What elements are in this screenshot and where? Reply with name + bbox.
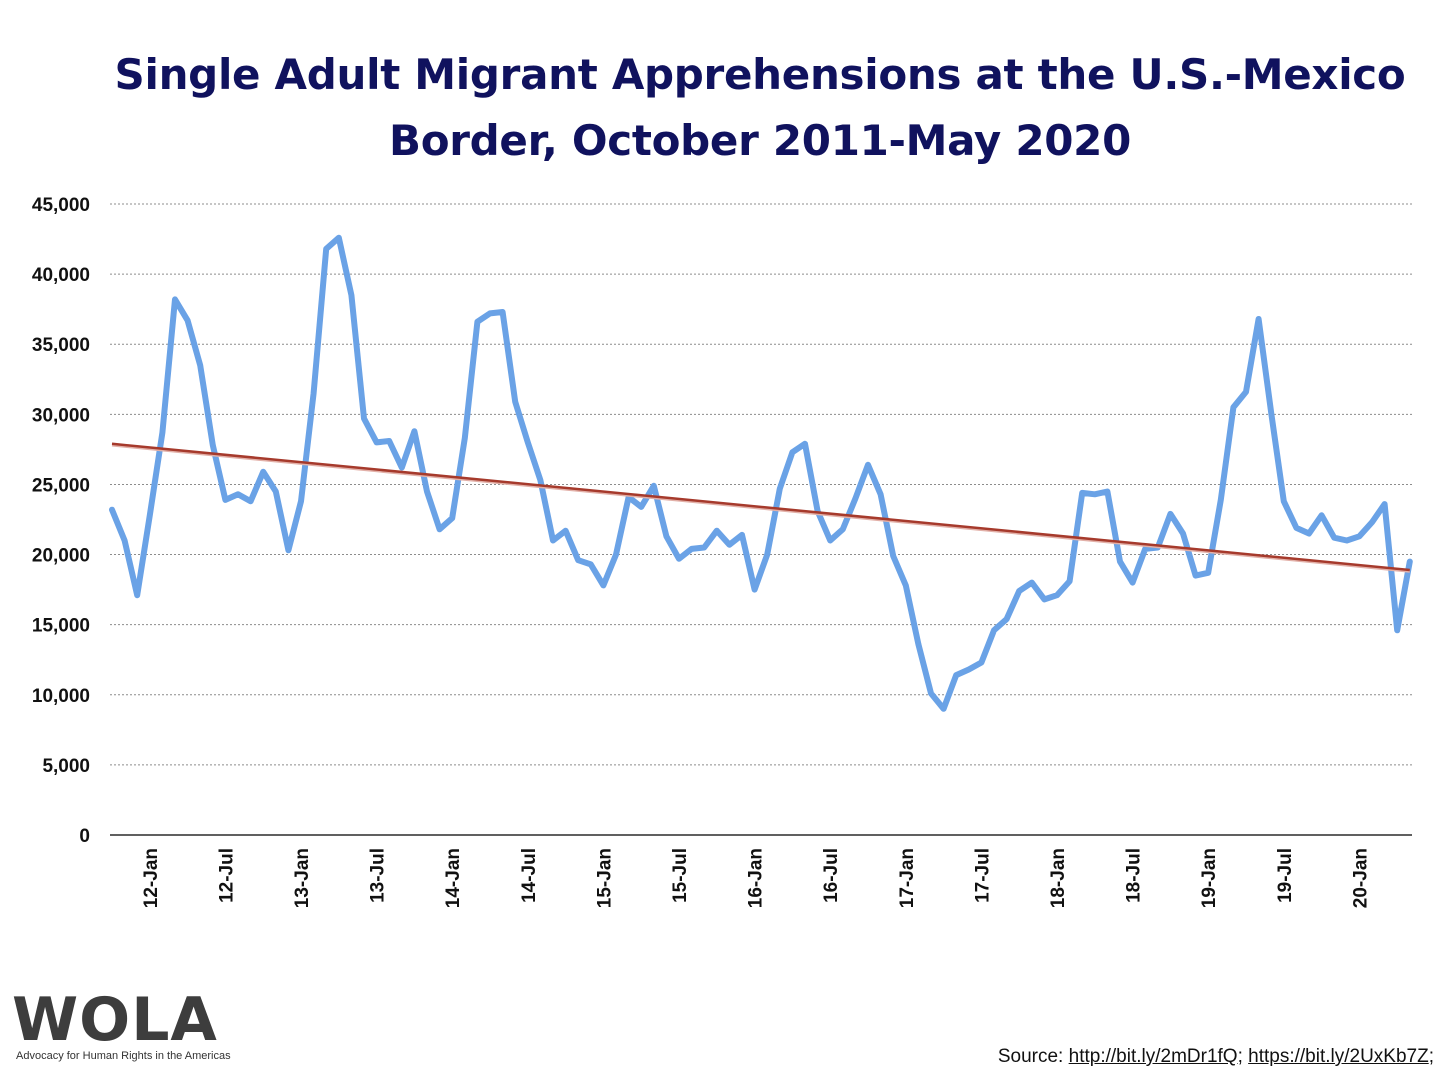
x-tick-label: 14-Jul	[519, 848, 540, 903]
x-tick-label: 16-Jul	[821, 848, 842, 903]
gridlines	[110, 203, 1412, 766]
y-tick-label: 35,000	[32, 335, 90, 356]
source-note: Source: http://bit.ly/2mDr1fQ; https://b…	[998, 1046, 1434, 1068]
logo-wordmark: WOLA	[12, 985, 218, 1055]
series-line-apprehensions	[109, 234, 1413, 712]
y-tick-label: 0	[79, 826, 90, 847]
y-tick-label: 45,000	[32, 195, 90, 216]
y-tick-label: 15,000	[32, 616, 90, 637]
x-tick-label: 13-Jul	[368, 848, 389, 903]
trendline-shadow	[111, 444, 1410, 573]
x-tick-label: 18-Jan	[1048, 848, 1069, 908]
source-suffix: ;	[1428, 1046, 1434, 1067]
x-tick-label: 13-Jan	[292, 848, 313, 908]
y-tick-label: 10,000	[32, 686, 90, 707]
source-link-1[interactable]: http://bit.ly/2mDr1fQ	[1068, 1046, 1238, 1067]
wola-logo: WOLA Advocacy for Human Rights in the Am…	[12, 990, 242, 1070]
y-tick-label: 30,000	[32, 405, 90, 426]
x-tick-label: 17-Jul	[972, 848, 993, 903]
y-tick-label: 5,000	[42, 756, 90, 777]
trendline	[111, 442, 1410, 572]
y-tick-label: 40,000	[32, 265, 90, 286]
x-tick-label: 12-Jul	[216, 848, 237, 903]
x-tick-label: 18-Jul	[1124, 848, 1145, 903]
x-tick-label: 15-Jan	[594, 848, 615, 908]
x-tick-label: 15-Jul	[670, 848, 691, 903]
x-tick-label: 14-Jan	[443, 848, 464, 908]
x-tick-label: 19-Jul	[1275, 848, 1296, 903]
source-link-2[interactable]: https://bit.ly/2UxKb7Z	[1248, 1046, 1429, 1067]
y-tick-label: 25,000	[32, 475, 90, 496]
y-tick-label: 20,000	[32, 546, 90, 567]
x-tick-label: 19-Jan	[1199, 848, 1220, 908]
x-tick-label: 12-Jan	[141, 848, 162, 908]
source-separator: ;	[1237, 1046, 1249, 1067]
series-layer	[109, 234, 1413, 712]
x-tick-label: 16-Jan	[746, 848, 767, 908]
y-axis: 0 5,000 10,000 15,000 20,000 25,000 30,000 35,0…	[32, 195, 90, 847]
x-axis: 12-Jan 12-Jul 13-Jan 13-Jul 14-Jan 14-Jul 15-J…	[141, 848, 1372, 908]
source-prefix: Source:	[997, 1046, 1069, 1067]
chart-title: Single Adult Migrant Apprehensions at th…	[114, 50, 1406, 165]
logo-tagline: Advocacy for Human Rights in the America…	[16, 1050, 231, 1062]
x-tick-label: 20-Jan	[1350, 848, 1371, 908]
x-tick-label: 17-Jan	[897, 848, 918, 908]
